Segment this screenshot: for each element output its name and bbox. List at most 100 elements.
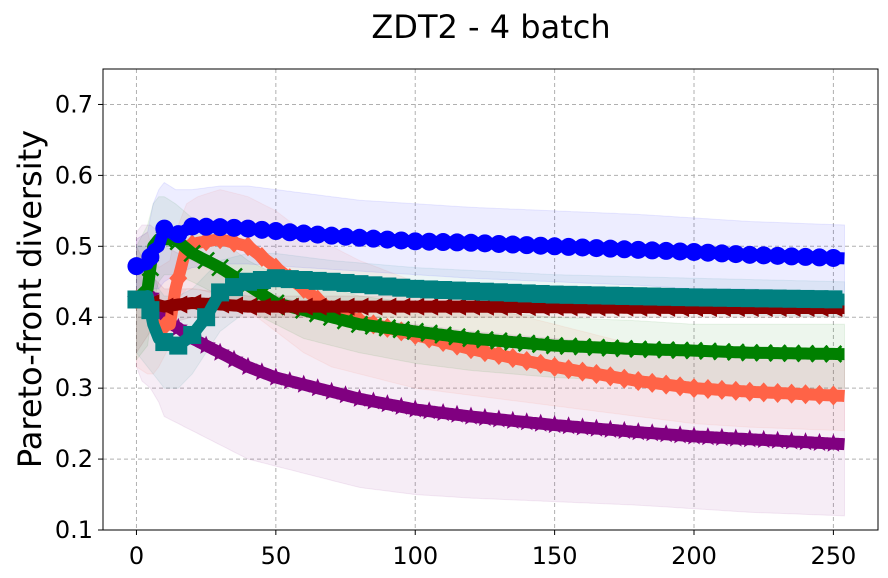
point-marker [503, 297, 522, 316]
point-marker [169, 225, 188, 244]
x-tick-label: 150 [532, 542, 578, 570]
point-marker [740, 289, 759, 308]
point-marker [197, 308, 216, 327]
point-marker [308, 271, 327, 290]
point-marker [685, 242, 704, 261]
point-marker [169, 295, 188, 314]
y-tick-label: 0.7 [55, 90, 93, 118]
band-green-x [136, 196, 845, 389]
point-marker [377, 394, 397, 413]
point-marker [698, 379, 717, 400]
point-marker [559, 285, 578, 304]
chart-title: ZDT2 - 4 batch [371, 8, 610, 46]
point-marker [517, 412, 537, 431]
point-marker [392, 278, 411, 297]
point-marker [824, 248, 843, 267]
point-marker [824, 385, 843, 406]
point-marker [671, 242, 690, 261]
point-marker [225, 278, 244, 297]
point-marker [768, 344, 787, 362]
point-marker [685, 341, 703, 360]
point-marker [169, 336, 188, 355]
point-marker [643, 340, 662, 359]
y-tick-label: 0.4 [55, 303, 93, 331]
point-marker [378, 297, 397, 316]
point-marker [587, 363, 606, 384]
point-marker [308, 297, 327, 316]
point-marker [196, 335, 216, 354]
point-marker [629, 287, 648, 306]
point-marker [740, 429, 760, 448]
point-marker [141, 301, 160, 320]
point-marker [809, 432, 829, 451]
point-marker [726, 288, 745, 307]
point-marker [420, 280, 439, 299]
point-marker [419, 401, 439, 420]
point-marker [238, 219, 257, 238]
point-marker [670, 425, 690, 444]
point-marker [266, 297, 285, 316]
point-marker [573, 337, 592, 356]
point-marker [364, 276, 383, 295]
point-marker [629, 240, 648, 259]
point-marker [420, 297, 439, 316]
point-marker [768, 382, 787, 403]
point-marker [810, 384, 829, 405]
point-marker [657, 287, 676, 306]
point-marker [155, 219, 174, 238]
point-marker [754, 382, 773, 403]
point-marker [252, 270, 271, 289]
point-marker [406, 279, 425, 298]
point-marker [225, 296, 244, 315]
point-marker [336, 311, 355, 330]
point-marker [573, 417, 592, 436]
point-marker [643, 372, 662, 393]
point-marker [545, 285, 564, 304]
series-group [126, 217, 848, 452]
point-marker [628, 422, 648, 441]
point-marker [420, 232, 439, 251]
y-tick-label: 0.5 [55, 232, 93, 260]
point-marker [531, 335, 550, 354]
point-marker [587, 286, 606, 305]
point-marker [740, 245, 759, 264]
point-marker [462, 329, 480, 348]
point-marker [127, 290, 146, 309]
point-marker [322, 226, 341, 245]
point-marker [350, 275, 369, 294]
point-marker [434, 233, 453, 252]
point-marker [657, 241, 676, 260]
y-tick-label: 0.6 [55, 161, 93, 189]
point-marker [224, 349, 244, 368]
point-marker [559, 237, 578, 256]
point-marker [406, 232, 425, 251]
point-marker [322, 272, 341, 291]
point-marker [657, 374, 676, 395]
point-marker [489, 409, 509, 428]
y-axis-label: Pareto-front diversity [11, 130, 49, 468]
point-marker [685, 288, 704, 307]
point-marker [810, 248, 829, 267]
point-marker [573, 286, 592, 305]
point-marker [629, 371, 648, 392]
point-marker [754, 246, 773, 265]
y-tick-label: 0.3 [55, 374, 93, 402]
point-marker [726, 343, 745, 362]
point-marker [601, 366, 620, 387]
point-marker [671, 376, 690, 397]
point-marker [712, 379, 731, 400]
point-marker [517, 284, 536, 303]
point-marker [754, 289, 773, 308]
point-marker [823, 433, 843, 452]
point-marker [350, 297, 369, 316]
point-marker [461, 297, 480, 316]
point-marker [127, 257, 146, 276]
y-tick-label: 0.1 [55, 516, 93, 544]
point-marker [168, 317, 188, 336]
point-marker [545, 336, 564, 355]
point-marker [197, 231, 216, 252]
point-marker [699, 342, 717, 360]
point-marker [448, 297, 467, 316]
point-marker [782, 383, 801, 404]
point-marker [768, 289, 787, 308]
